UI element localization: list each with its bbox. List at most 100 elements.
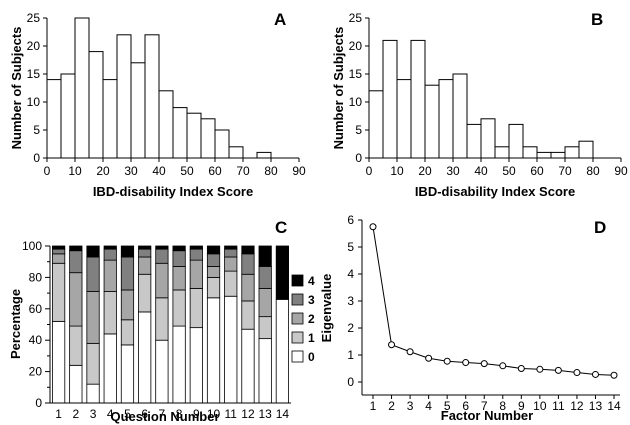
panel-c-letter: C <box>275 218 287 237</box>
b-y-tick-label: 0 <box>355 151 362 165</box>
b-x-tick-label: 60 <box>530 164 544 178</box>
panel-c-bar-segment <box>52 253 66 264</box>
panel-c-x-tick-label: 1 <box>55 407 62 421</box>
a-bar <box>46 79 62 159</box>
b-bar <box>508 123 524 159</box>
b-x-tick-label: 20 <box>418 164 432 178</box>
panel-b-y-axis-title: Number of Subjects <box>331 27 346 150</box>
b-x-tick-label: 50 <box>502 164 516 178</box>
a-x-tick-label: 90 <box>292 164 306 178</box>
panel-c-bar-segment <box>69 250 83 274</box>
panel-c-bar-segment <box>138 245 152 250</box>
panel-c-bar-segment <box>206 245 221 255</box>
panel-c-y-tick-label: 80 <box>29 270 43 284</box>
panel-c-legend-swatch <box>291 331 304 344</box>
panel-d-y-tick-label: 0 <box>347 375 354 389</box>
panel-c-bar-segment <box>275 298 289 404</box>
panel-c-bar-segment <box>103 333 117 404</box>
a-bar <box>228 146 244 159</box>
b-bar <box>368 90 384 159</box>
panel-c-bar-segment <box>206 297 221 404</box>
panel-d-point <box>425 354 433 362</box>
panel-c-bar-segment <box>172 250 186 267</box>
a-x-tick-label: 50 <box>180 164 194 178</box>
panel-c-legend: 4 3 2 1 0 <box>291 274 315 364</box>
panel-c-x-axis-title: Question Number <box>110 409 219 424</box>
panel-c-bar-segment <box>120 344 135 404</box>
panel-c-bar-segment <box>258 266 272 289</box>
b-bar <box>396 79 412 159</box>
panel-c-bar-segment <box>69 325 83 366</box>
a-bar <box>88 51 104 159</box>
a-bar <box>214 129 230 159</box>
panel-d-point <box>499 362 507 370</box>
panel-c-x-tick-label: 7 <box>159 407 166 421</box>
b-bar <box>438 79 454 159</box>
a-x-tick-label: 20 <box>96 164 110 178</box>
panel-c-bar-segment <box>172 245 186 252</box>
a-x-tick-label: 80 <box>264 164 278 178</box>
a-y-tick-label: 5 <box>33 123 40 137</box>
panel-c-legend-swatch <box>291 350 304 363</box>
panel-a-x-axis-title: IBD-disability Index Score <box>93 184 253 199</box>
a-bar <box>186 112 202 159</box>
panel-c-y-tick-label: 0 <box>35 396 42 410</box>
panel-c-x-tick-label: 4 <box>107 407 114 421</box>
panel-c-y-tick-label: 40 <box>29 333 43 347</box>
panel-d-letter: D <box>594 218 606 237</box>
b-y-tick-label: 20 <box>349 39 363 53</box>
b-bar <box>410 39 426 159</box>
b-y-tick-label: 15 <box>349 67 363 81</box>
panel-c-bar-segment <box>86 342 100 385</box>
b-bar <box>480 118 496 159</box>
panel-a-bars <box>46 17 272 159</box>
a-x-tick-label: 60 <box>208 164 222 178</box>
a-bar <box>74 17 90 159</box>
panel-c-bar-segment <box>189 248 203 261</box>
panel-c-legend-label: 2 <box>308 312 315 326</box>
panel-c-bar-segment <box>241 328 255 404</box>
panel-c-bar-segment <box>103 245 117 250</box>
panel-c-x-tick-label: 9 <box>193 407 200 421</box>
panel-d-x-tick-label: 10 <box>533 399 547 413</box>
a-x-tick-label: 10 <box>68 164 82 178</box>
panel-c-bar-segment <box>69 272 83 327</box>
panel-c-y-ticks: 0 20 40 60 80 100 <box>22 239 50 410</box>
panel-d-point <box>369 223 377 231</box>
panel-c-bar-segment <box>52 245 66 250</box>
panel-c-legend-label: 4 <box>308 274 315 288</box>
panel-d-point <box>610 371 618 379</box>
panel-d-x-tick-label: 2 <box>388 399 395 413</box>
panel-c-bar-segment <box>241 253 255 275</box>
panel-c-bar-segment <box>224 270 238 297</box>
a-y-tick-label: 0 <box>33 151 40 165</box>
panel-b-letter: B <box>591 10 603 29</box>
panel-b-bars <box>368 39 594 159</box>
b-bar <box>536 151 552 159</box>
panel-d-points <box>369 223 618 379</box>
b-bar <box>578 140 594 159</box>
panel-d-x-ticks: 1 2 3 4 5 6 7 8 9 10 11 12 13 14 <box>370 395 621 413</box>
panel-c-bar-segment <box>241 273 255 302</box>
panel-c-y-tick-label: 100 <box>22 239 42 253</box>
a-bar <box>60 73 76 159</box>
panel-d-x-tick-label: 13 <box>589 399 603 413</box>
panel-c-x-tick-label: 14 <box>276 407 290 421</box>
a-bar <box>256 151 272 159</box>
b-x-tick-label: 0 <box>366 164 373 178</box>
b-x-tick-label: 80 <box>586 164 600 178</box>
panel-c-bar-segment <box>52 262 66 322</box>
panel-c-bar-segment <box>138 248 152 258</box>
panel-d-x-tick-label: 11 <box>552 399 565 413</box>
b-bar <box>564 146 580 159</box>
panel-c-x-ticks: 1 2 3 4 5 6 7 8 9 10 11 12 13 14 <box>55 407 289 421</box>
panel-d-y-tick-label: 2 <box>347 321 354 335</box>
panel-c-x-tick-label: 3 <box>90 407 97 421</box>
b-y-tick-label: 25 <box>349 11 363 25</box>
panel-d-y-tick-label: 5 <box>347 240 354 254</box>
panel-c-x-tick-label: 12 <box>241 407 255 421</box>
panel-c-bar-segment <box>86 256 100 292</box>
panel-c-bar-segment <box>258 338 272 404</box>
b-x-tick-label: 70 <box>558 164 572 178</box>
